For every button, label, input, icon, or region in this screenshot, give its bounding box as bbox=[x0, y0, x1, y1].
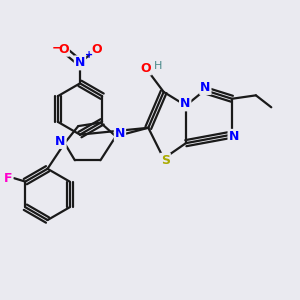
Text: N: N bbox=[75, 56, 85, 69]
Text: −: − bbox=[52, 41, 62, 54]
Text: +: + bbox=[85, 50, 94, 60]
Text: O: O bbox=[140, 61, 151, 74]
Text: O: O bbox=[91, 43, 102, 56]
Text: N: N bbox=[115, 127, 125, 140]
Text: N: N bbox=[229, 130, 239, 143]
Text: N: N bbox=[200, 81, 211, 94]
Text: N: N bbox=[180, 98, 190, 110]
Text: N: N bbox=[55, 135, 66, 148]
Text: O: O bbox=[58, 43, 69, 56]
Text: F: F bbox=[4, 172, 13, 185]
Text: S: S bbox=[161, 154, 170, 167]
Text: H: H bbox=[154, 61, 163, 71]
